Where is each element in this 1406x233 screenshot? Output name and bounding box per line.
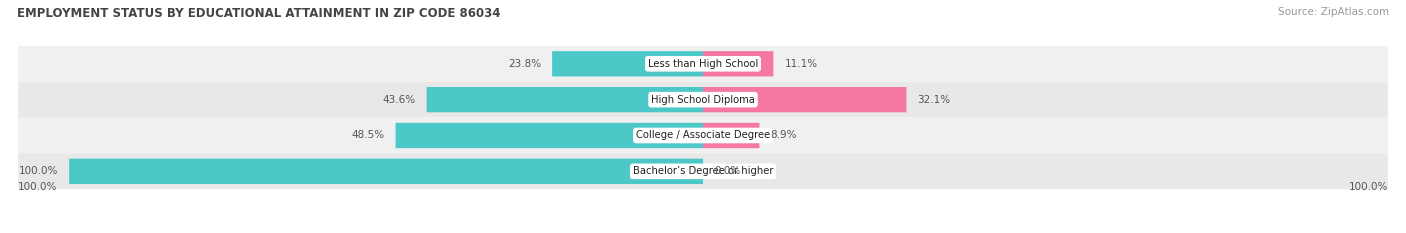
Text: 100.0%: 100.0% [18,182,58,192]
FancyBboxPatch shape [553,51,703,76]
Text: Source: ZipAtlas.com: Source: ZipAtlas.com [1278,7,1389,17]
Text: 11.1%: 11.1% [785,59,817,69]
FancyBboxPatch shape [426,87,703,112]
Text: High School Diploma: High School Diploma [651,95,755,105]
Text: 43.6%: 43.6% [382,95,416,105]
Text: Bachelor’s Degree or higher: Bachelor’s Degree or higher [633,166,773,176]
Text: 32.1%: 32.1% [918,95,950,105]
FancyBboxPatch shape [18,82,1388,118]
Text: 23.8%: 23.8% [508,59,541,69]
FancyBboxPatch shape [703,51,773,76]
Text: 48.5%: 48.5% [352,130,385,140]
Text: Less than High School: Less than High School [648,59,758,69]
Text: 100.0%: 100.0% [18,166,58,176]
Text: 100.0%: 100.0% [1348,182,1388,192]
FancyBboxPatch shape [703,87,907,112]
FancyBboxPatch shape [69,159,703,184]
Text: EMPLOYMENT STATUS BY EDUCATIONAL ATTAINMENT IN ZIP CODE 86034: EMPLOYMENT STATUS BY EDUCATIONAL ATTAINM… [17,7,501,20]
FancyBboxPatch shape [18,153,1388,189]
FancyBboxPatch shape [18,118,1388,153]
Text: 8.9%: 8.9% [770,130,797,140]
FancyBboxPatch shape [18,46,1388,82]
Text: College / Associate Degree: College / Associate Degree [636,130,770,140]
FancyBboxPatch shape [395,123,703,148]
FancyBboxPatch shape [703,123,759,148]
Text: 0.0%: 0.0% [714,166,741,176]
